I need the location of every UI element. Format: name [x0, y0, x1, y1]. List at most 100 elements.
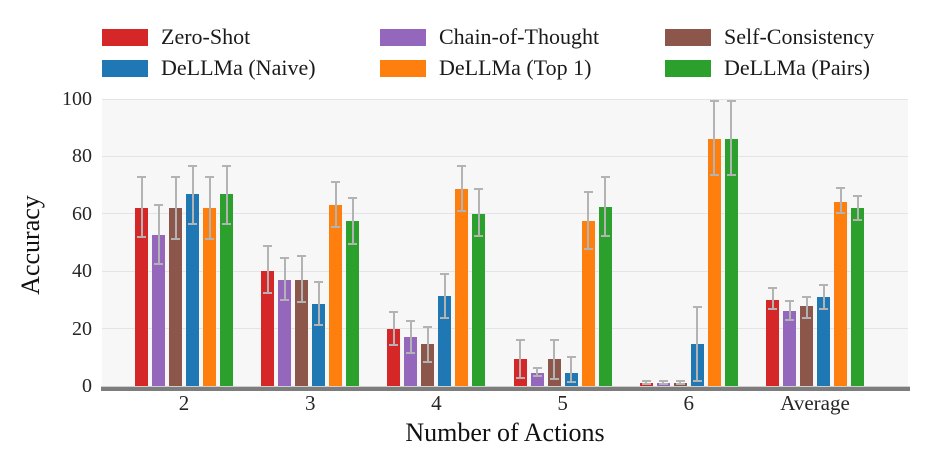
legend-label-dellma-top1: DeLLMa (Top 1) [439, 55, 592, 80]
error-cap-bottom [836, 211, 845, 214]
error-cap-bottom [600, 234, 610, 237]
error-cap-bottom [802, 316, 811, 319]
error-bar [587, 190, 590, 250]
error-bar [392, 311, 395, 346]
bar-dellma-top-1-x6 [707, 139, 721, 386]
error-cap-top [205, 176, 214, 179]
error-cap-top [171, 176, 180, 179]
error-cap-top [440, 272, 450, 275]
error-cap-bottom [819, 307, 828, 310]
bar-dellma-pairs-x3 [346, 220, 360, 386]
error-bar [788, 299, 791, 322]
bar-self-consistency-x2 [169, 208, 182, 386]
x-axis-label: Number of Actions [405, 418, 605, 447]
error-cap-bottom [222, 223, 231, 226]
gridline-y-100 [102, 98, 908, 100]
error-cap-bottom [205, 237, 214, 240]
error-cap-bottom [566, 381, 576, 384]
error-cap-bottom [297, 300, 307, 303]
x-tick-label: 6 [683, 391, 695, 415]
error-cap-top [658, 380, 668, 383]
error-bar [662, 380, 665, 385]
legend-label-chain-of-thought: Chain-of-Thought [439, 24, 600, 49]
error-cap-top [222, 165, 231, 167]
error-bar [553, 338, 556, 381]
bar-dellma-naive-x2 [186, 193, 199, 386]
error-bar [426, 325, 429, 364]
legend-swatch-chain-of-thought [380, 28, 426, 46]
error-cap-top [802, 295, 811, 298]
error-bar [713, 100, 716, 177]
bar-chain-of-thought-x2 [152, 235, 165, 386]
gridline-y-60 [102, 213, 908, 215]
bar-dellma-pairs-x2 [220, 193, 233, 386]
bar-dellma-top-1-xaverage [834, 202, 847, 386]
error-cap-bottom [154, 263, 163, 266]
bar-self-consistency-x3 [295, 279, 309, 386]
legend-swatch-zero-shot [102, 28, 148, 46]
error-cap-top [154, 203, 163, 206]
error-bar [856, 195, 859, 221]
error-bar [679, 380, 682, 385]
error-cap-bottom [263, 292, 273, 295]
error-bar [730, 100, 733, 177]
error-bar [570, 355, 573, 384]
error-bar [317, 281, 320, 326]
bar-dellma-top-1-x3 [329, 205, 343, 386]
error-bar [334, 180, 337, 229]
gridline-y-40 [102, 270, 908, 272]
error-cap-bottom [423, 361, 433, 364]
error-cap-bottom [389, 343, 399, 346]
error-cap-bottom [709, 174, 719, 177]
error-cap-bottom [641, 382, 651, 385]
error-cap-top [641, 380, 651, 383]
error-cap-top [457, 165, 467, 167]
error-cap-top [675, 380, 685, 383]
error-cap-bottom [314, 323, 324, 326]
error-cap-bottom [658, 382, 668, 385]
error-cap-top [692, 305, 702, 308]
error-cap-top [389, 311, 399, 314]
x-tick-label: 5 [557, 391, 568, 415]
error-cap-top [188, 165, 197, 167]
error-cap-top [532, 367, 542, 370]
bar-self-consistency-x4 [421, 344, 435, 386]
error-cap-top [768, 286, 777, 289]
legend-swatch-dellma-pairs [665, 59, 711, 77]
error-bar [191, 165, 194, 226]
x-tick-label: 3 [304, 391, 316, 415]
error-bar [536, 367, 539, 378]
error-cap-bottom [583, 247, 593, 250]
error-bar [519, 338, 522, 379]
error-cap-top [549, 338, 559, 341]
error-bar [157, 203, 160, 266]
gridline-y-20 [102, 328, 908, 330]
error-cap-bottom [406, 352, 416, 355]
error-bar [696, 305, 699, 382]
error-cap-bottom [515, 376, 525, 379]
error-cap-top [137, 176, 146, 179]
error-cap-top [474, 187, 484, 190]
error-cap-bottom [785, 319, 794, 322]
legend-item-dellma-naive: DeLLMa (Naive) [102, 57, 316, 79]
error-bar [409, 319, 412, 355]
error-bar [300, 255, 303, 303]
y-tick-label: 100 [62, 88, 92, 110]
legend-label-self-consistency: Self-Consistency [724, 24, 875, 49]
error-cap-bottom [726, 174, 736, 177]
legend-swatch-self-consistency [665, 28, 711, 46]
error-cap-top [280, 256, 290, 259]
bar-chain-of-thought-x3 [278, 279, 292, 386]
error-cap-top [314, 281, 324, 284]
error-cap-top [709, 100, 719, 103]
legend-item-self-consistency: Self-Consistency [665, 26, 874, 48]
error-bar [771, 286, 774, 310]
error-cap-bottom [331, 226, 341, 229]
bar-dellma-pairs-x5 [598, 206, 612, 386]
error-cap-bottom [853, 218, 862, 221]
x-tick-label: Average [780, 391, 850, 415]
error-bar [839, 186, 842, 214]
error-bar [822, 284, 825, 310]
error-cap-top [297, 255, 307, 258]
